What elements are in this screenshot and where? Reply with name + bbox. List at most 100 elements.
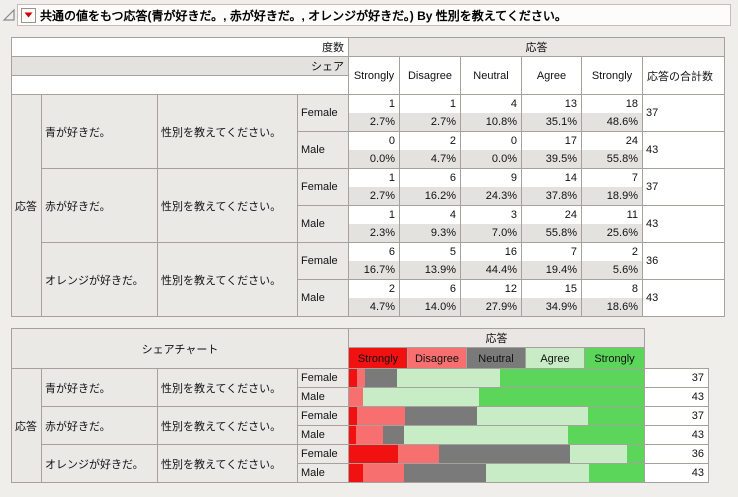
share-cell: 55.8% [581, 150, 643, 169]
legend-cell: Strongly [584, 347, 645, 369]
gender-label: Female [297, 444, 349, 464]
bar-segment [439, 445, 571, 463]
stacked-bar [349, 407, 644, 425]
count-cell: 5 [399, 242, 461, 261]
bar-segment [398, 445, 440, 463]
stacked-bar-cell [348, 463, 645, 483]
count-cell: 18 [581, 94, 643, 113]
gender-label: Female [297, 368, 349, 388]
bar-row: 応答 青が好きだ。 性別を教えてください。 Female 37 [11, 368, 709, 483]
count-cell: 15 [521, 279, 582, 298]
bar-segment [500, 369, 644, 387]
count-cell: 6 [399, 168, 461, 187]
gender-label: Male [297, 463, 349, 483]
count-cell: 12 [460, 279, 522, 298]
count-cell: 9 [460, 168, 522, 187]
total-cell: 43 [642, 131, 725, 169]
total-cell: 37 [642, 168, 725, 206]
share-cell: 10.8% [460, 113, 522, 132]
question-group-label: 青が好きだ。 [41, 94, 158, 169]
share-cell: 16.2% [399, 187, 461, 206]
share-chart-container: シェアチャート 応答 Strongly Disagree Neutral Agree Str… [11, 328, 738, 483]
response-column-header: Neutral [460, 56, 522, 95]
corner-share-label: シェア [11, 56, 349, 76]
share-cell: 2.7% [399, 113, 461, 132]
bar-segment [362, 388, 480, 406]
share-cell: 48.6% [581, 113, 643, 132]
share-cell: 39.5% [521, 150, 582, 169]
stacked-bar-cell [348, 387, 645, 407]
count-cell: 0 [460, 131, 522, 150]
count-cell: 4 [460, 94, 522, 113]
share-chart-table: シェアチャート 応答 Strongly Disagree Neutral Agree Str… [11, 328, 709, 483]
total-cell: 37 [642, 94, 725, 132]
bar-total-cell: 37 [644, 368, 709, 388]
question-group-label: オレンジが好きだ。 [41, 444, 158, 483]
share-cell: 19.4% [521, 261, 582, 280]
stacked-bar [349, 445, 644, 463]
bar-segment [479, 388, 644, 406]
bar-segment [404, 464, 487, 482]
total-cell: 43 [642, 279, 725, 317]
table-row: 2.7% 16.2% 24.3% 37.8% 18.9% [12, 187, 725, 206]
question-group-label: オレンジが好きだ。 [41, 242, 158, 317]
response-column-header: 応答の合計数 [642, 56, 725, 95]
bar-row: 赤が好きだ。 性別を教えてください。 Female 37 [12, 406, 709, 445]
share-cell: 2.7% [348, 187, 400, 206]
table-row: 応答 青が好きだ。 性別を教えてください。 Female 1 1 4 13 18 37 [11, 94, 725, 317]
bar-total-cell: 43 [644, 425, 709, 445]
gender-label: Male [297, 387, 349, 407]
share-cell: 4.7% [348, 298, 400, 317]
count-cell: 16 [460, 242, 522, 261]
bar-total-cell: 36 [644, 444, 709, 464]
bar-segment [356, 407, 405, 425]
total-cell: 43 [642, 205, 725, 243]
stacked-bar [349, 388, 644, 406]
stacked-bar-cell [348, 444, 645, 464]
red-menu-button[interactable] [21, 7, 36, 23]
bar-segment [404, 407, 477, 425]
bar-segment [383, 426, 404, 444]
share-cell: 34.9% [521, 298, 582, 317]
bar-segment [349, 388, 363, 406]
stacked-bar-cell [348, 406, 645, 426]
bar-row: Male 43 [12, 425, 709, 445]
share-cell: 24.3% [460, 187, 522, 206]
corner-empty-cell [11, 75, 349, 95]
stacked-bar [349, 464, 644, 482]
collapse-triangle-icon[interactable] [2, 8, 16, 22]
share-cell: 0.0% [460, 150, 522, 169]
bar-segment [349, 426, 356, 444]
bar-segment [364, 369, 397, 387]
gender-label: Male [297, 425, 349, 445]
stacked-bar-cell [348, 425, 645, 445]
count-cell: 1 [399, 94, 461, 113]
gender-label: Male [297, 205, 349, 243]
bar-segment [589, 464, 644, 482]
share-cell: 13.9% [399, 261, 461, 280]
table-row: オレンジが好きだ。 性別を教えてください。 Female 6 5 16 7 2 36 [12, 242, 725, 317]
gender-question-label: 性別を教えてください。 [157, 168, 298, 243]
bar-segment [570, 445, 628, 463]
count-cell: 6 [399, 279, 461, 298]
share-cell: 2.7% [348, 113, 400, 132]
page-title: 共通の値をもつ応答(青が好きだ。, 赤が好きだ。, オレンジが好きだ。) By … [40, 8, 567, 23]
outline-title-bar: 共通の値をもつ応答(青が好きだ。, 赤が好きだ。, オレンジが好きだ。) By … [2, 3, 731, 27]
gender-label: Female [297, 242, 349, 280]
count-cell: 11 [581, 205, 643, 224]
total-cell: 36 [642, 242, 725, 280]
frequency-table: 度数 応答 シェア Strongly Disagree Neutral Agree Stron… [11, 37, 725, 317]
share-cell: 55.8% [521, 224, 582, 243]
legend-cell: Disagree [407, 347, 467, 369]
bar-total-cell: 43 [644, 387, 709, 407]
stacked-bar [349, 369, 644, 387]
stacked-bar [349, 426, 644, 444]
share-cell: 4.7% [399, 150, 461, 169]
count-cell: 7 [521, 242, 582, 261]
gender-question-label: 性別を教えてください。 [157, 242, 298, 317]
share-cell: 16.7% [348, 261, 400, 280]
gender-question-label: 性別を教えてください。 [157, 368, 298, 407]
bar-segment [568, 426, 644, 444]
share-cell: 0.0% [348, 150, 400, 169]
bar-row: Male 43 [12, 463, 709, 483]
